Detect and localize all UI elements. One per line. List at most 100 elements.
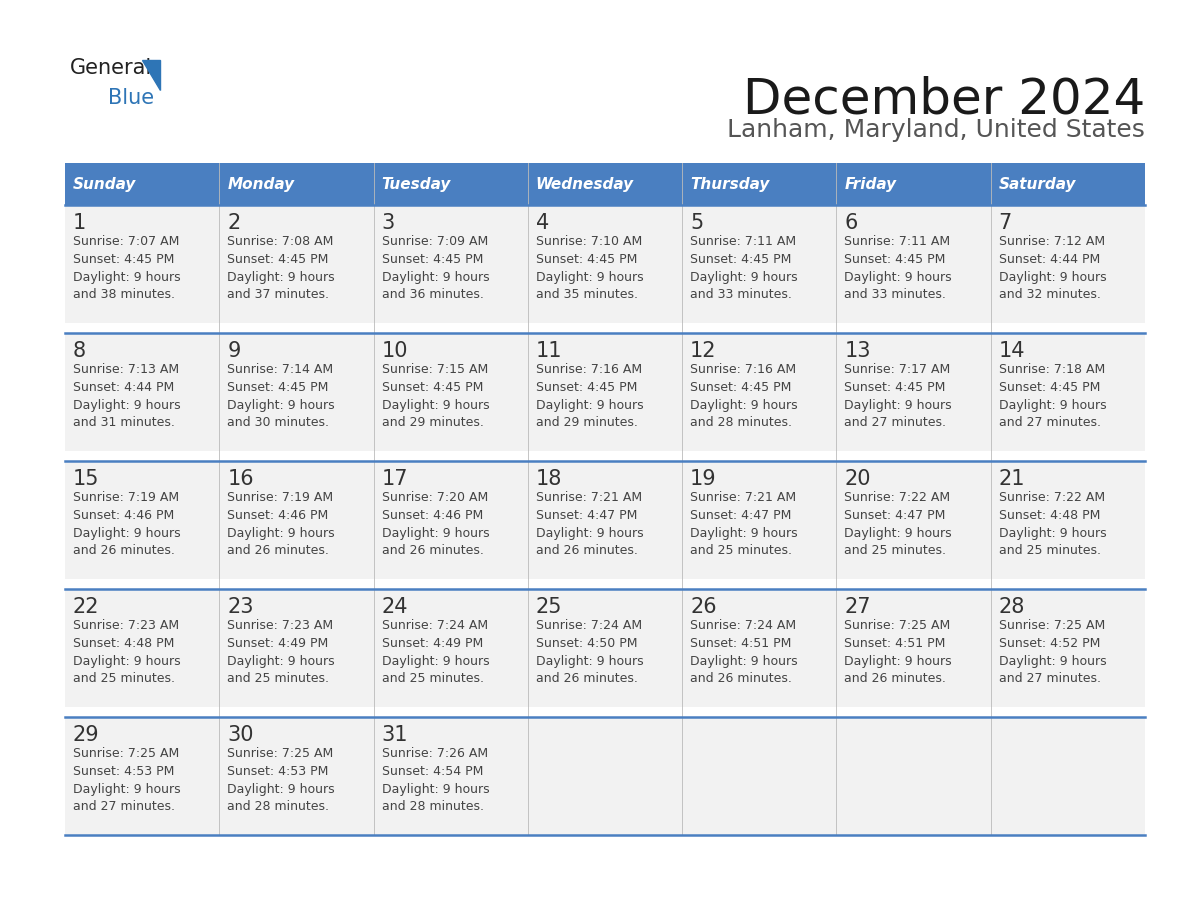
- Text: and 26 minutes.: and 26 minutes.: [227, 544, 329, 557]
- Text: Sunrise: 7:13 AM: Sunrise: 7:13 AM: [72, 363, 179, 376]
- Text: and 29 minutes.: and 29 minutes.: [381, 416, 484, 429]
- Text: Sunrise: 7:17 AM: Sunrise: 7:17 AM: [845, 363, 950, 376]
- Bar: [682, 461, 836, 579]
- Text: Daylight: 9 hours: Daylight: 9 hours: [845, 527, 952, 540]
- Bar: [682, 205, 836, 323]
- Bar: [373, 717, 527, 835]
- Bar: [65, 461, 220, 579]
- Text: and 33 minutes.: and 33 minutes.: [690, 288, 792, 301]
- Text: Sunrise: 7:11 AM: Sunrise: 7:11 AM: [690, 235, 796, 248]
- Text: Sunrise: 7:25 AM: Sunrise: 7:25 AM: [999, 619, 1105, 632]
- Text: 4: 4: [536, 213, 549, 233]
- Text: and 25 minutes.: and 25 minutes.: [227, 672, 329, 685]
- Text: and 35 minutes.: and 35 minutes.: [536, 288, 638, 301]
- Text: Sunset: 4:45 PM: Sunset: 4:45 PM: [72, 253, 175, 266]
- Bar: [527, 589, 682, 707]
- Text: Sunset: 4:49 PM: Sunset: 4:49 PM: [381, 637, 482, 650]
- Text: Sunset: 4:45 PM: Sunset: 4:45 PM: [227, 253, 329, 266]
- Text: Tuesday: Tuesday: [381, 176, 451, 192]
- Text: Daylight: 9 hours: Daylight: 9 hours: [536, 271, 644, 284]
- Text: Sunset: 4:52 PM: Sunset: 4:52 PM: [999, 637, 1100, 650]
- Text: Sunday: Sunday: [72, 176, 137, 192]
- Bar: [836, 163, 991, 205]
- Text: Sunset: 4:45 PM: Sunset: 4:45 PM: [690, 253, 791, 266]
- Text: Daylight: 9 hours: Daylight: 9 hours: [536, 527, 644, 540]
- Text: and 32 minutes.: and 32 minutes.: [999, 288, 1100, 301]
- Text: Daylight: 9 hours: Daylight: 9 hours: [227, 783, 335, 796]
- Text: and 29 minutes.: and 29 minutes.: [536, 416, 638, 429]
- Bar: [65, 589, 220, 707]
- Text: Sunset: 4:53 PM: Sunset: 4:53 PM: [227, 765, 329, 778]
- Text: Sunset: 4:46 PM: Sunset: 4:46 PM: [72, 509, 175, 522]
- Text: Sunrise: 7:07 AM: Sunrise: 7:07 AM: [72, 235, 179, 248]
- Text: Sunset: 4:45 PM: Sunset: 4:45 PM: [845, 381, 946, 394]
- Text: Sunset: 4:48 PM: Sunset: 4:48 PM: [72, 637, 175, 650]
- Bar: [527, 461, 682, 579]
- Text: 13: 13: [845, 341, 871, 361]
- Bar: [220, 163, 373, 205]
- Text: Daylight: 9 hours: Daylight: 9 hours: [72, 527, 181, 540]
- Text: Sunrise: 7:16 AM: Sunrise: 7:16 AM: [690, 363, 796, 376]
- Text: and 27 minutes.: and 27 minutes.: [999, 672, 1101, 685]
- Text: and 25 minutes.: and 25 minutes.: [690, 544, 792, 557]
- Text: and 27 minutes.: and 27 minutes.: [999, 416, 1101, 429]
- Text: Daylight: 9 hours: Daylight: 9 hours: [381, 399, 489, 412]
- Text: Daylight: 9 hours: Daylight: 9 hours: [72, 655, 181, 668]
- Text: Sunset: 4:44 PM: Sunset: 4:44 PM: [999, 253, 1100, 266]
- Text: Sunrise: 7:21 AM: Sunrise: 7:21 AM: [536, 491, 642, 504]
- Text: Sunrise: 7:10 AM: Sunrise: 7:10 AM: [536, 235, 642, 248]
- Text: Thursday: Thursday: [690, 176, 770, 192]
- Bar: [991, 717, 1145, 835]
- Text: Sunset: 4:45 PM: Sunset: 4:45 PM: [381, 253, 484, 266]
- Bar: [836, 589, 991, 707]
- Text: 11: 11: [536, 341, 562, 361]
- Text: and 38 minutes.: and 38 minutes.: [72, 288, 175, 301]
- Text: Sunset: 4:45 PM: Sunset: 4:45 PM: [999, 381, 1100, 394]
- Text: 6: 6: [845, 213, 858, 233]
- Text: Sunrise: 7:11 AM: Sunrise: 7:11 AM: [845, 235, 950, 248]
- Bar: [220, 333, 373, 451]
- Text: Sunset: 4:51 PM: Sunset: 4:51 PM: [845, 637, 946, 650]
- Bar: [836, 717, 991, 835]
- Text: Sunrise: 7:19 AM: Sunrise: 7:19 AM: [227, 491, 334, 504]
- Bar: [373, 163, 527, 205]
- Text: Daylight: 9 hours: Daylight: 9 hours: [999, 655, 1106, 668]
- Text: Sunrise: 7:09 AM: Sunrise: 7:09 AM: [381, 235, 488, 248]
- Text: Sunrise: 7:25 AM: Sunrise: 7:25 AM: [72, 747, 179, 760]
- Bar: [836, 333, 991, 451]
- Text: Sunrise: 7:20 AM: Sunrise: 7:20 AM: [381, 491, 488, 504]
- Text: and 25 minutes.: and 25 minutes.: [72, 672, 175, 685]
- Text: and 26 minutes.: and 26 minutes.: [690, 672, 792, 685]
- Text: Sunrise: 7:18 AM: Sunrise: 7:18 AM: [999, 363, 1105, 376]
- Bar: [220, 589, 373, 707]
- Text: Sunrise: 7:21 AM: Sunrise: 7:21 AM: [690, 491, 796, 504]
- Text: and 27 minutes.: and 27 minutes.: [72, 800, 175, 813]
- Bar: [682, 163, 836, 205]
- Text: 20: 20: [845, 469, 871, 489]
- Text: and 37 minutes.: and 37 minutes.: [227, 288, 329, 301]
- Text: 17: 17: [381, 469, 407, 489]
- Text: Sunrise: 7:16 AM: Sunrise: 7:16 AM: [536, 363, 642, 376]
- Text: and 26 minutes.: and 26 minutes.: [381, 544, 484, 557]
- Text: 10: 10: [381, 341, 407, 361]
- Text: Daylight: 9 hours: Daylight: 9 hours: [227, 271, 335, 284]
- Text: Sunset: 4:48 PM: Sunset: 4:48 PM: [999, 509, 1100, 522]
- Text: Daylight: 9 hours: Daylight: 9 hours: [845, 271, 952, 284]
- Text: 30: 30: [227, 725, 254, 745]
- Bar: [65, 205, 220, 323]
- Text: and 30 minutes.: and 30 minutes.: [227, 416, 329, 429]
- Text: Daylight: 9 hours: Daylight: 9 hours: [690, 527, 798, 540]
- Bar: [682, 589, 836, 707]
- Text: Sunset: 4:53 PM: Sunset: 4:53 PM: [72, 765, 175, 778]
- Bar: [220, 461, 373, 579]
- Text: Sunrise: 7:26 AM: Sunrise: 7:26 AM: [381, 747, 488, 760]
- Text: 24: 24: [381, 597, 407, 617]
- Text: 5: 5: [690, 213, 703, 233]
- Text: 3: 3: [381, 213, 394, 233]
- Bar: [991, 589, 1145, 707]
- Text: 9: 9: [227, 341, 241, 361]
- Text: Sunrise: 7:12 AM: Sunrise: 7:12 AM: [999, 235, 1105, 248]
- Bar: [991, 461, 1145, 579]
- Text: Sunrise: 7:14 AM: Sunrise: 7:14 AM: [227, 363, 334, 376]
- Text: Daylight: 9 hours: Daylight: 9 hours: [381, 527, 489, 540]
